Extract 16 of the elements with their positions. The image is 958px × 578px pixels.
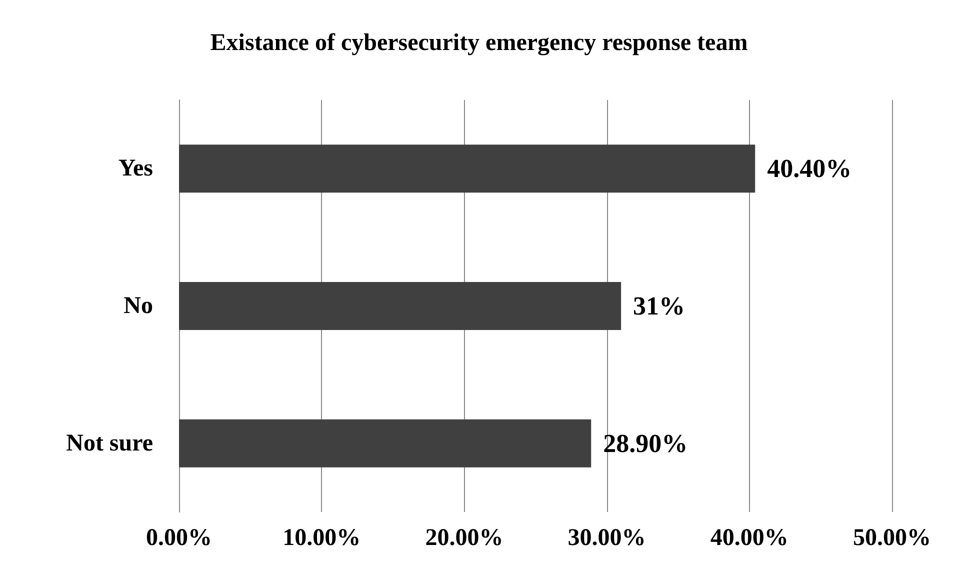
y-tick-label: Not sure — [66, 430, 154, 456]
x-tick-label: 30.00% — [568, 525, 646, 551]
x-tick-label: 50.00% — [853, 525, 931, 551]
x-tick-label: 0.00% — [146, 525, 212, 551]
x-tick-label: 40.00% — [710, 525, 788, 551]
bar — [179, 144, 756, 193]
y-tick-label: No — [124, 293, 153, 319]
bar — [179, 282, 622, 330]
data-label: 40.40% — [767, 154, 852, 184]
x-tick-label: 10.00% — [282, 525, 361, 551]
data-label: 31% — [633, 292, 686, 320]
x-tick-label: 20.00% — [425, 525, 504, 551]
bar — [179, 419, 592, 468]
chart-title: Existance of cybersecurity emergency response team — [210, 30, 748, 56]
y-tick-label: Yes — [118, 156, 153, 182]
data-label: 28.90% — [603, 428, 688, 458]
